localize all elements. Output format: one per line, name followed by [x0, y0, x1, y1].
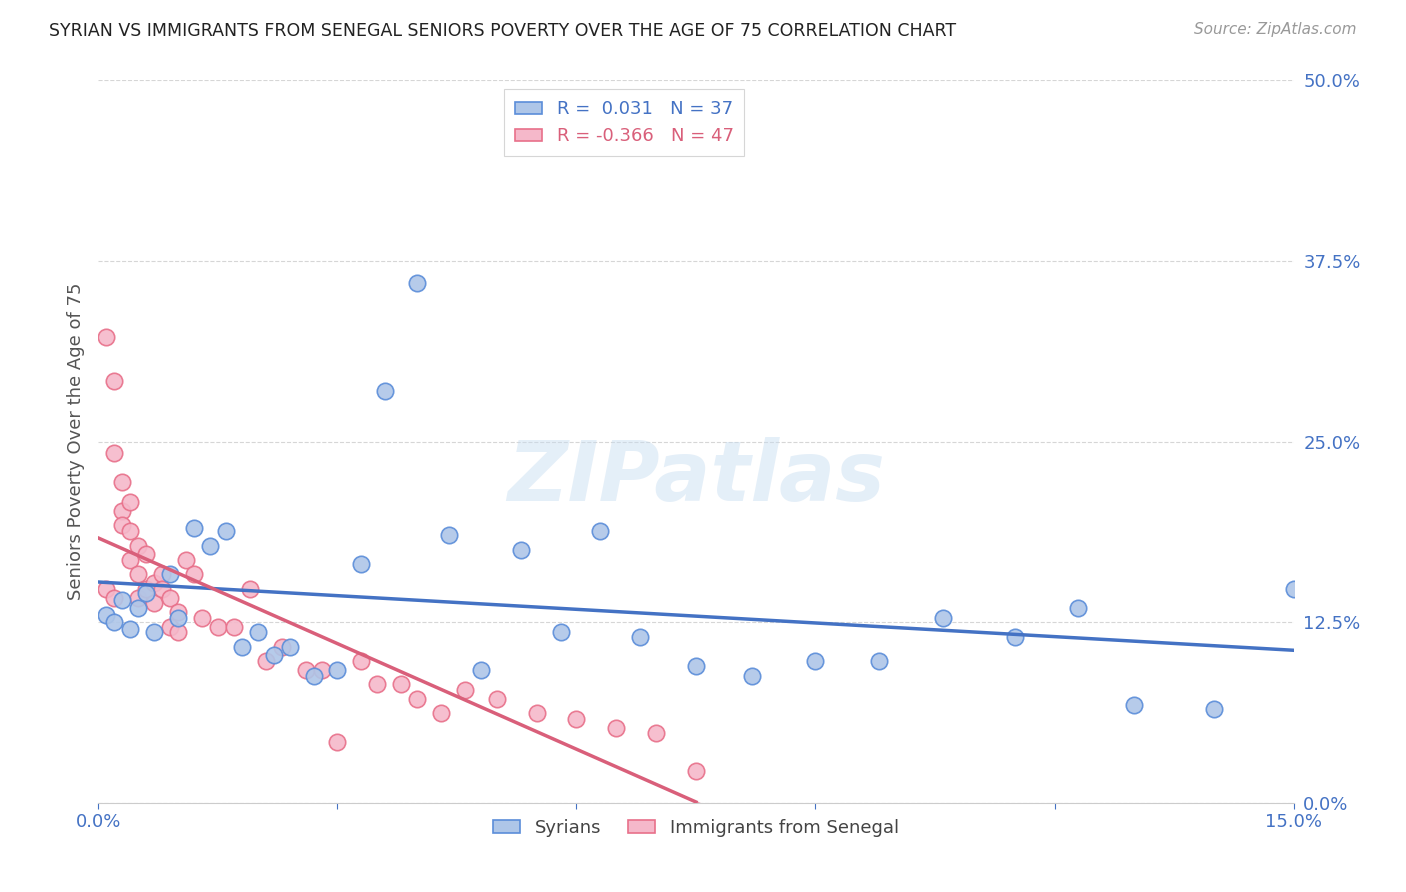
Point: [1123, 698, 1146, 712]
Point: [526, 706, 548, 721]
Text: ZIPatlas: ZIPatlas: [508, 437, 884, 518]
Point: [207, 619, 229, 633]
Point: [159, 567, 181, 582]
Point: [103, 591, 125, 605]
Point: [127, 567, 149, 582]
Point: [430, 706, 453, 721]
Point: [254, 654, 277, 668]
Point: [111, 504, 134, 518]
Point: [135, 582, 157, 596]
Point: [645, 726, 668, 740]
Point: [103, 374, 125, 388]
Point: [127, 600, 149, 615]
Point: [150, 582, 173, 596]
Point: [103, 446, 125, 460]
Point: [406, 276, 429, 290]
Point: [215, 524, 238, 538]
Point: [111, 475, 134, 489]
Point: [231, 640, 253, 654]
Point: [1282, 582, 1305, 596]
Point: [270, 640, 292, 654]
Point: [239, 582, 262, 596]
Point: [127, 591, 149, 605]
Point: [198, 539, 221, 553]
Point: [932, 611, 955, 625]
Point: [191, 611, 214, 625]
Point: [159, 619, 181, 633]
Point: [868, 654, 890, 668]
Point: [605, 721, 627, 735]
Point: [1067, 600, 1090, 615]
Point: [294, 663, 316, 677]
Point: [111, 593, 134, 607]
Point: [470, 663, 492, 677]
Point: [120, 524, 142, 538]
Point: [263, 648, 285, 663]
Point: [183, 521, 205, 535]
Point: [685, 764, 707, 778]
Point: [509, 542, 531, 557]
Point: [183, 567, 205, 582]
Point: [96, 330, 118, 344]
Point: [1004, 630, 1026, 644]
Point: [174, 553, 197, 567]
Point: [143, 625, 166, 640]
Point: [311, 663, 333, 677]
Point: [96, 582, 118, 596]
Point: [302, 668, 325, 682]
Point: [111, 518, 134, 533]
Point: [326, 663, 349, 677]
Point: [246, 625, 269, 640]
Point: [135, 586, 157, 600]
Point: [143, 596, 166, 610]
Point: [685, 658, 707, 673]
Point: [135, 547, 157, 561]
Text: Source: ZipAtlas.com: Source: ZipAtlas.com: [1194, 22, 1357, 37]
Point: [374, 384, 396, 398]
Point: [1202, 702, 1225, 716]
Text: SYRIAN VS IMMIGRANTS FROM SENEGAL SENIORS POVERTY OVER THE AGE OF 75 CORRELATION: SYRIAN VS IMMIGRANTS FROM SENEGAL SENIOR…: [49, 22, 956, 40]
Point: [143, 576, 166, 591]
Point: [550, 625, 572, 640]
Point: [222, 619, 245, 633]
Point: [437, 528, 460, 542]
Point: [326, 735, 349, 749]
Point: [565, 712, 588, 726]
Legend: Syrians, Immigrants from Senegal: Syrians, Immigrants from Senegal: [486, 812, 905, 845]
Point: [741, 668, 763, 682]
Y-axis label: Seniors Poverty Over the Age of 75: Seniors Poverty Over the Age of 75: [66, 283, 84, 600]
Point: [628, 630, 651, 644]
Point: [485, 691, 508, 706]
Point: [366, 677, 388, 691]
Point: [167, 625, 190, 640]
Point: [150, 567, 173, 582]
Point: [804, 654, 827, 668]
Point: [103, 615, 125, 630]
Point: [389, 677, 412, 691]
Point: [589, 524, 612, 538]
Point: [120, 623, 142, 637]
Point: [454, 683, 477, 698]
Point: [350, 654, 373, 668]
Point: [350, 558, 373, 572]
Point: [120, 553, 142, 567]
Point: [167, 611, 190, 625]
Point: [120, 495, 142, 509]
Point: [159, 591, 181, 605]
Point: [278, 640, 301, 654]
Point: [96, 607, 118, 622]
Point: [127, 539, 149, 553]
Point: [406, 691, 429, 706]
Point: [167, 605, 190, 619]
